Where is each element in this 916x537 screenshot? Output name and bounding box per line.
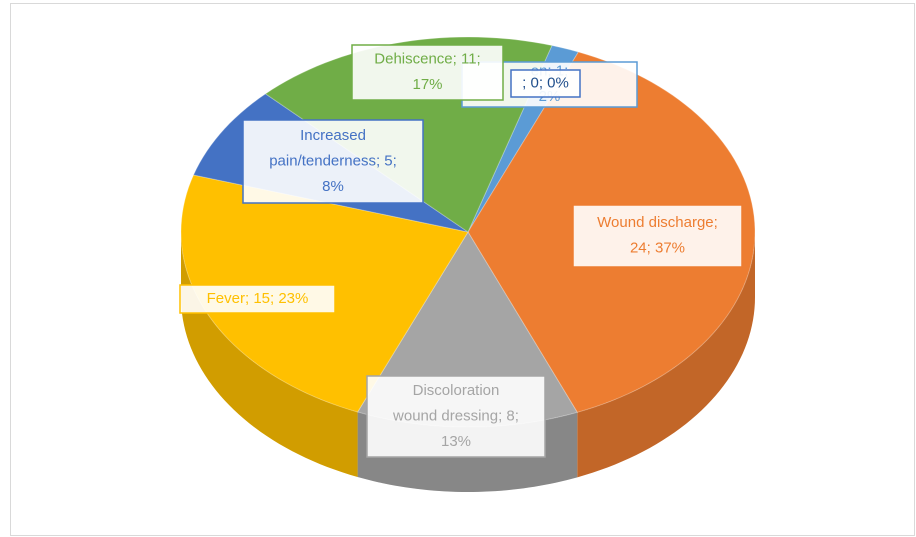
data-label: Fever; 15; 23% [179,284,336,314]
label-text: 24; 37% [630,240,685,257]
label-text: Wound discharge; [597,214,718,231]
data-label: Discoloration wound dressing; 8; 13% [366,375,546,458]
pie-side [181,232,358,477]
label-text: 17% [412,76,442,93]
label-text: wound dressing; 8; [392,407,519,424]
data-label: Wound discharge; 24; 37% [572,204,743,268]
label-text: pain/tenderness; 5; [269,152,397,169]
label-text: Fever; 15; 23% [207,290,309,307]
pie-side [577,232,755,478]
label-box [510,69,581,98]
data-label: Dehiscence; 11; 17% [351,44,504,101]
label-text: Increased [300,127,366,144]
label-text: 8% [322,178,344,195]
data-label: ; 0; 0% [510,69,581,98]
label-box [572,204,743,268]
label-box [366,375,546,458]
label-box [179,284,336,314]
data-labels: en; 1;2%Wound discharge;24; 37%Discolora… [179,44,743,458]
label-box [242,119,424,204]
label-text: Discoloration [413,382,500,399]
pie-side-shade [181,232,358,477]
label-text: Dehiscence; 11; [374,51,480,68]
label-text: ; 0; 0% [522,74,569,91]
label-text: 13% [441,433,471,450]
label-box [351,44,504,101]
data-label: Increased pain/tenderness; 5; 8% [242,119,424,204]
pie-side-shade [577,232,755,478]
